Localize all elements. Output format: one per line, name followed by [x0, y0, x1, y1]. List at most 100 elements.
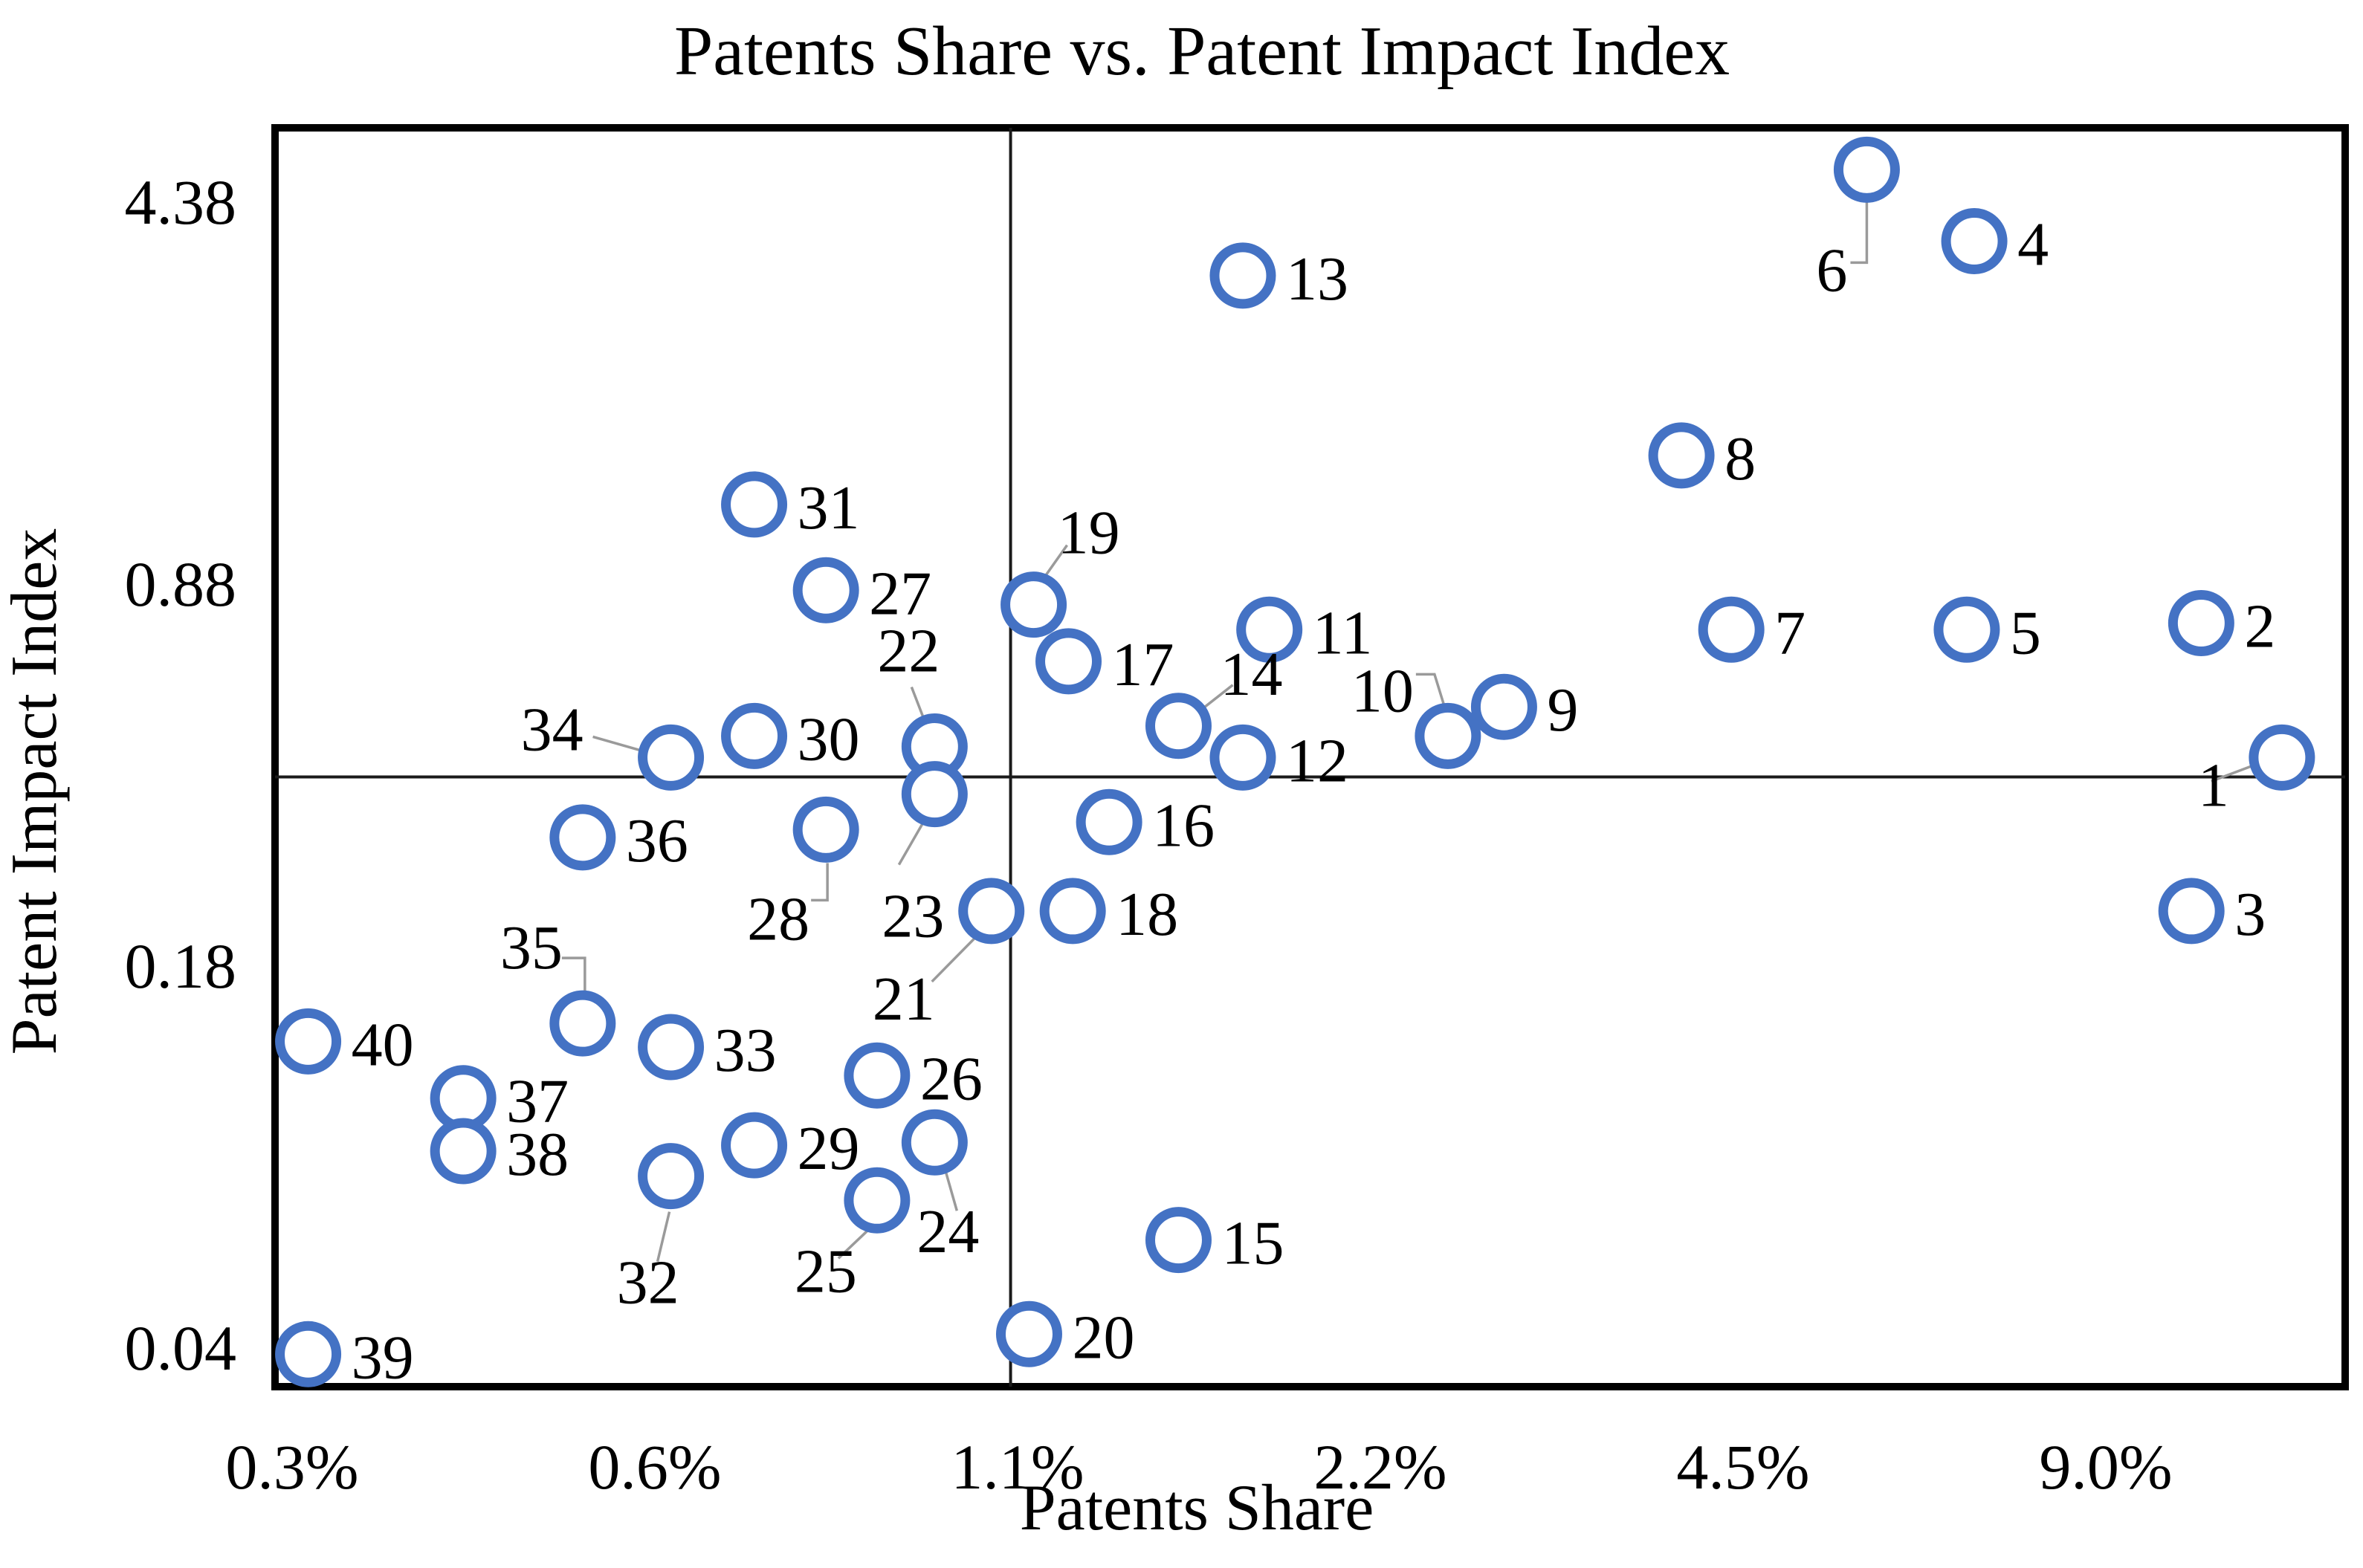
data-point-21 [958, 878, 1025, 945]
data-point-label-24: 24 [917, 1197, 979, 1266]
data-point-10 [1415, 702, 1481, 769]
data-point-30 [721, 702, 788, 769]
data-point-label-10: 10 [1351, 656, 1414, 725]
leader-line-32 [656, 1211, 671, 1263]
data-point-16 [1076, 788, 1142, 855]
x-axis-tick-labels: 0.3% 0.6% 1.1% 2.2% 4.5% 9.0% [225, 1431, 2172, 1503]
data-point-label-40: 40 [352, 1010, 414, 1079]
data-point-label-39: 39 [352, 1323, 414, 1392]
y-axis-title: Patent Impact Index [0, 528, 71, 1055]
data-point-8 [1648, 422, 1715, 489]
data-point-9 [1470, 673, 1537, 740]
data-point-14 [1145, 693, 1212, 759]
data-point-2 [2168, 590, 2234, 657]
data-point-label-8: 8 [1724, 424, 1756, 493]
data-point-6 [1833, 136, 1900, 203]
data-point-label-2: 2 [2244, 592, 2275, 661]
data-point-26 [844, 1042, 911, 1109]
x-tick-label: 2.2% [1313, 1431, 1446, 1503]
x-tick-label: 4.5% [1676, 1431, 1809, 1503]
data-point-label-30: 30 [798, 704, 860, 774]
data-point-1 [2249, 724, 2315, 791]
data-point-label-31: 31 [798, 473, 860, 542]
data-point-19 [1001, 571, 1067, 638]
leader-line-1 [2211, 765, 2252, 783]
data-point-18 [1039, 878, 1106, 945]
data-point-38 [430, 1118, 497, 1185]
data-point-5 [1933, 596, 2000, 663]
data-point-label-23: 23 [882, 882, 944, 951]
x-tick-label: 1.1% [951, 1431, 1084, 1503]
data-point-17 [1035, 628, 1102, 695]
data-point-label-18: 18 [1116, 880, 1178, 949]
data-point-labels: 1234567891011121314151617181920212223242… [352, 210, 2276, 1393]
data-point-label-4: 4 [2017, 210, 2049, 279]
y-tick-label: 0.88 [125, 548, 237, 620]
data-point-label-17: 17 [1112, 630, 1174, 699]
data-point-27 [792, 557, 859, 623]
data-point-28 [792, 796, 859, 863]
data-point-23 [901, 761, 968, 828]
quadrant-lines [275, 128, 2345, 1387]
data-point-label-34: 34 [521, 695, 584, 764]
data-point-20 [995, 1300, 1062, 1367]
data-point-label-38: 38 [506, 1120, 569, 1189]
data-point-label-3: 3 [2234, 880, 2266, 949]
data-point-24 [901, 1109, 968, 1176]
data-point-35 [549, 990, 616, 1057]
data-point-label-37: 37 [506, 1067, 569, 1136]
data-point-label-1: 1 [2198, 751, 2229, 820]
y-tick-label: 0.04 [125, 1312, 237, 1384]
y-axis-tick-labels: 0.04 0.18 0.88 4.38 [125, 166, 237, 1384]
leader-line-6 [1850, 201, 1869, 265]
data-point-label-12: 12 [1286, 726, 1348, 795]
data-point-label-32: 32 [617, 1248, 679, 1318]
data-point-label-33: 33 [714, 1016, 777, 1085]
data-point-label-35: 35 [500, 913, 563, 982]
data-point-label-22: 22 [877, 617, 940, 686]
chart-title: Patents Share vs. Patent Impact Index [674, 13, 1730, 90]
data-point-label-20: 20 [1072, 1303, 1134, 1372]
data-point-label-15: 15 [1221, 1209, 1284, 1278]
data-point-34 [638, 724, 705, 791]
data-point-37 [430, 1065, 497, 1132]
leader-line-35 [561, 956, 586, 994]
data-point-label-26: 26 [920, 1044, 983, 1113]
x-tick-label: 9.0% [2039, 1431, 2172, 1503]
data-point-11 [1236, 596, 1303, 663]
data-point-label-36: 36 [626, 806, 688, 875]
data-point-36 [549, 804, 616, 871]
data-point-13 [1209, 242, 1276, 309]
y-tick-label: 4.38 [125, 166, 237, 238]
data-point-label-19: 19 [1058, 499, 1120, 568]
data-point-label-6: 6 [1816, 236, 1847, 305]
data-point-label-11: 11 [1313, 598, 1373, 667]
data-point-15 [1145, 1207, 1212, 1274]
x-tick-label: 0.6% [588, 1431, 721, 1503]
data-point-label-9: 9 [1547, 676, 1578, 745]
data-point-31 [721, 471, 788, 538]
data-point-label-27: 27 [869, 559, 931, 628]
x-tick-label: 0.3% [225, 1431, 358, 1503]
data-point-label-5: 5 [2010, 598, 2041, 667]
data-point-label-25: 25 [795, 1237, 857, 1306]
data-point-label-29: 29 [798, 1114, 860, 1183]
data-point-32 [638, 1143, 705, 1210]
data-point-7 [1698, 596, 1765, 663]
data-point-label-13: 13 [1286, 244, 1348, 314]
leader-line-25 [837, 1229, 870, 1260]
leader-line-28 [811, 863, 829, 902]
data-point-label-16: 16 [1152, 791, 1215, 860]
data-point-25 [844, 1167, 911, 1234]
data-points [275, 136, 2315, 1387]
data-point-40 [275, 1008, 342, 1075]
leader-line-21 [931, 930, 982, 983]
data-point-33 [638, 1014, 705, 1081]
data-point-label-14: 14 [1220, 640, 1282, 709]
data-point-4 [1941, 208, 2008, 275]
x-axis-title: Patents Share [1020, 1472, 1374, 1544]
data-point-12 [1209, 724, 1276, 791]
data-point-label-28: 28 [747, 884, 809, 953]
